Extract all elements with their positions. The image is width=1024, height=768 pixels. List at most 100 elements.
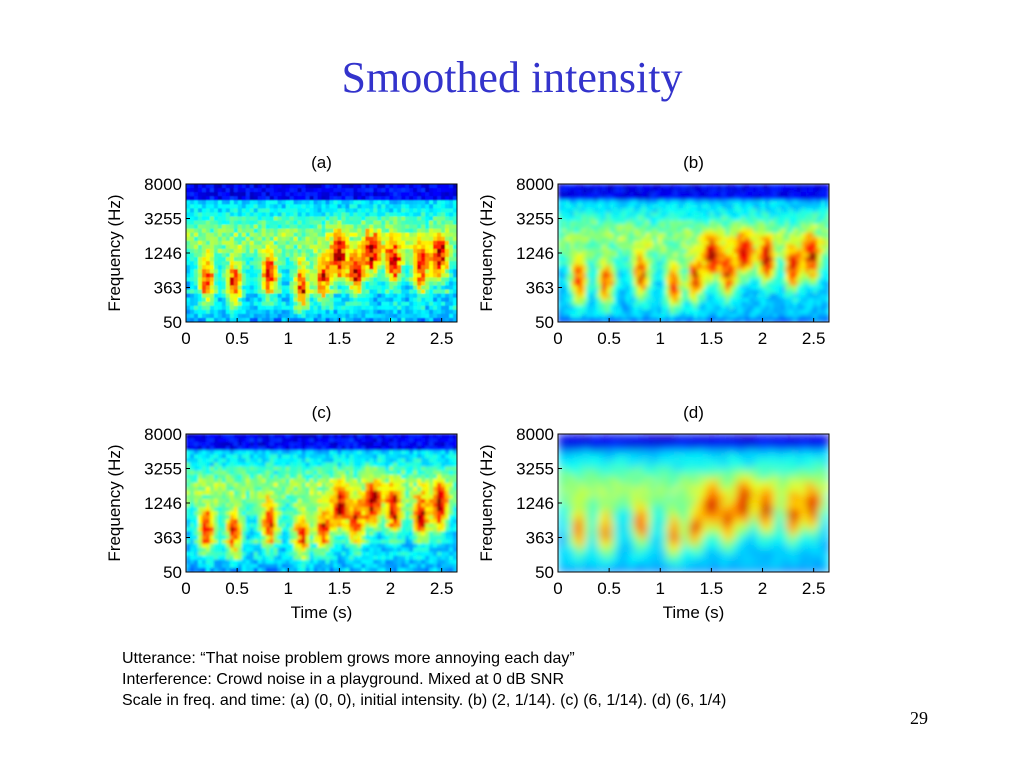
heatmap-cell xyxy=(353,277,358,283)
heatmap-cell xyxy=(345,216,350,222)
heatmap-cell xyxy=(213,563,219,569)
heatmap-cell xyxy=(717,232,722,238)
heatmap-cell xyxy=(333,289,339,295)
heatmap-cell xyxy=(661,240,667,246)
heatmap-cell xyxy=(641,273,647,278)
heatmap-cell xyxy=(657,301,663,307)
heatmap-cell xyxy=(725,216,730,222)
heatmap-cell xyxy=(741,253,746,258)
heatmap-cell xyxy=(186,212,191,218)
heatmap-cell xyxy=(257,204,263,209)
heatmap-cell xyxy=(186,224,191,230)
heatmap-cell xyxy=(225,265,231,270)
heatmap-cell xyxy=(733,269,738,274)
heatmap-cell xyxy=(709,192,715,197)
heatmap-cell xyxy=(629,196,635,201)
heatmap-cell xyxy=(558,273,563,278)
heatmap-cell xyxy=(213,212,219,218)
heatmap-cell xyxy=(205,434,211,439)
heatmap-cell xyxy=(809,244,814,250)
heatmap-cell xyxy=(813,305,818,311)
heatmap-cell xyxy=(645,277,651,283)
heatmap-cell xyxy=(601,289,607,295)
heatmap-cell xyxy=(361,224,366,230)
heatmap-cell xyxy=(769,220,774,226)
heatmap-cell xyxy=(805,277,810,283)
heatmap-cell xyxy=(817,277,822,283)
heatmap-cell xyxy=(205,293,211,299)
heatmap-cell xyxy=(701,277,707,283)
heatmap-cell xyxy=(558,200,563,205)
heatmap-cell xyxy=(217,220,223,226)
heatmap-cell xyxy=(269,269,275,274)
heatmap-cell xyxy=(269,184,275,189)
heatmap-cell xyxy=(269,228,275,234)
heatmap-cell xyxy=(653,212,659,218)
heatmap-cell xyxy=(605,216,611,222)
heatmap-cell xyxy=(701,289,707,295)
heatmap-cell xyxy=(797,208,802,214)
heatmap-cell xyxy=(701,212,707,218)
heatmap-cell xyxy=(205,462,211,468)
heatmap-cell xyxy=(349,212,354,218)
heatmap-cell xyxy=(605,196,611,201)
heatmap-cell xyxy=(401,265,406,270)
heatmap-cell xyxy=(209,434,215,439)
heatmap-cell xyxy=(681,188,687,193)
heatmap-cell xyxy=(353,317,358,322)
heatmap-cell xyxy=(573,248,579,254)
heatmap-cell xyxy=(761,184,766,189)
heatmap-cell xyxy=(189,313,195,319)
heatmap-cell xyxy=(193,228,199,234)
heatmap-cell xyxy=(649,188,655,193)
heatmap-cell xyxy=(313,265,319,270)
heatmap-cell xyxy=(729,265,734,270)
heatmap-cell xyxy=(305,313,311,319)
heatmap-cell xyxy=(345,317,350,322)
heatmap-cell xyxy=(369,244,374,250)
heatmap-cell xyxy=(285,289,291,295)
heatmap-cell xyxy=(721,261,726,266)
heatmap-cell xyxy=(197,503,203,508)
heatmap-cell xyxy=(325,301,331,307)
heatmap-cell xyxy=(721,248,726,254)
heatmap-cell xyxy=(325,317,331,322)
heatmap-cell xyxy=(813,220,818,226)
heatmap-cell xyxy=(809,200,814,205)
heatmap-cell xyxy=(301,273,307,278)
heatmap-cell xyxy=(805,204,810,209)
heatmap-cell xyxy=(341,228,347,234)
heatmap-cell xyxy=(749,269,754,274)
heatmap-cell xyxy=(213,535,219,541)
heatmap-cell xyxy=(373,269,378,274)
heatmap-cell xyxy=(269,248,275,254)
heatmap-cell xyxy=(341,317,347,322)
heatmap-cell xyxy=(365,212,370,218)
heatmap-cell xyxy=(241,301,247,307)
heatmap-cell xyxy=(253,289,259,295)
heatmap-cell xyxy=(821,228,826,234)
heatmap-cell xyxy=(605,317,611,322)
heatmap-cell xyxy=(257,261,263,266)
heatmap-cell xyxy=(209,281,215,287)
heatmap-cell xyxy=(733,317,738,322)
heatmap-cell xyxy=(625,285,631,291)
heatmap-cell xyxy=(597,265,603,270)
heatmap-cell xyxy=(589,192,595,197)
heatmap-cell xyxy=(653,236,659,242)
heatmap-cell xyxy=(425,224,430,230)
heatmap-cell xyxy=(189,192,195,197)
heatmap-cell xyxy=(817,285,822,291)
heatmap-cell xyxy=(325,313,331,319)
heatmap-cell xyxy=(317,192,323,197)
heatmap-cell xyxy=(793,277,798,283)
heatmap-cell xyxy=(601,244,607,250)
heatmap-cell xyxy=(325,192,331,197)
heatmap-cell xyxy=(321,265,327,270)
heatmap-cell xyxy=(193,515,199,520)
heatmap-cell xyxy=(681,309,687,315)
heatmap-cell xyxy=(749,248,754,254)
heatmap-cell xyxy=(213,507,219,512)
heatmap-cell xyxy=(793,224,798,230)
heatmap-cell xyxy=(725,236,730,242)
